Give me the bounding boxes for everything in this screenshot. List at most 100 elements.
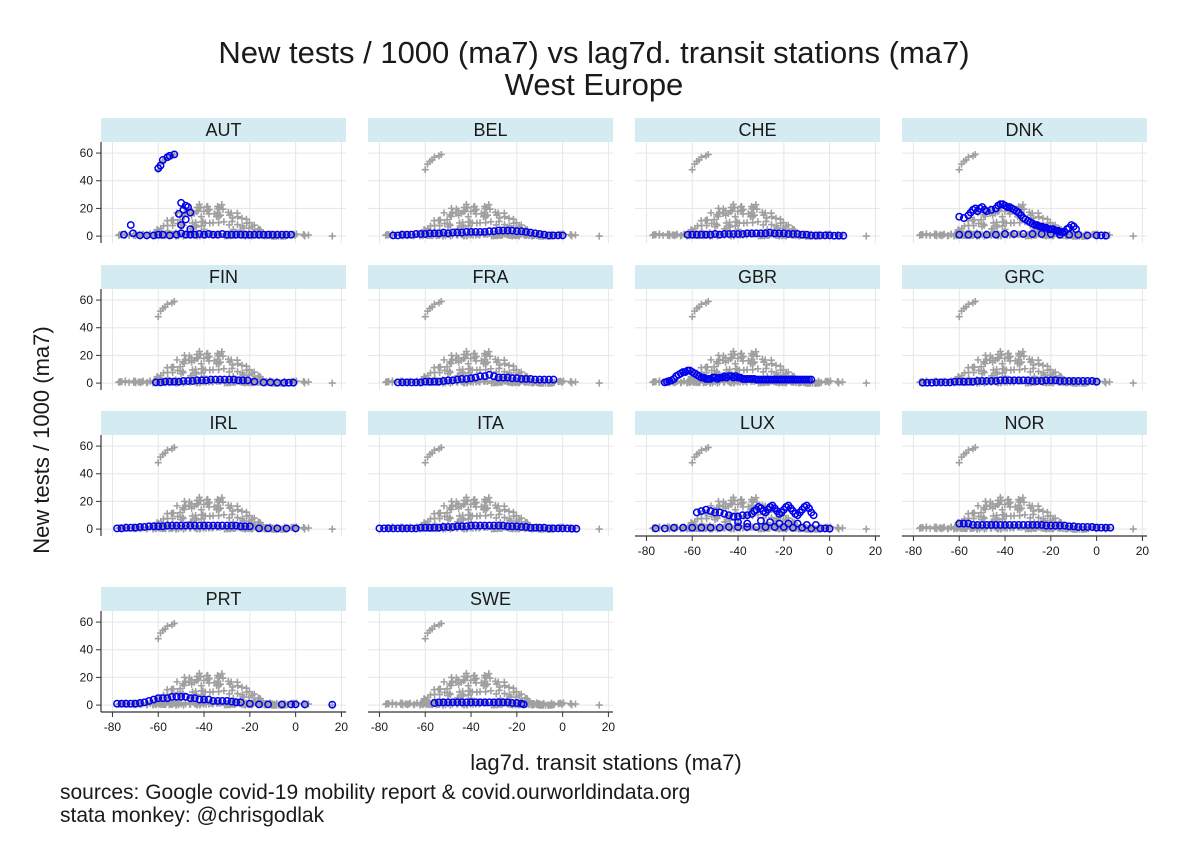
x-tick-label: 20	[869, 544, 883, 558]
highlight-point	[268, 230, 277, 239]
background-marker	[328, 232, 336, 240]
highlight-point	[1074, 377, 1083, 385]
background-marker	[1043, 215, 1051, 223]
highlight-point	[232, 230, 241, 239]
background-marker	[1001, 355, 1009, 363]
background-marker	[733, 218, 741, 226]
highlight-point	[489, 372, 498, 381]
highlight-point	[535, 375, 544, 384]
background-marker	[697, 300, 705, 308]
background-marker	[728, 207, 736, 215]
background-marker	[486, 352, 494, 360]
background-marker	[978, 223, 986, 231]
background-marker	[977, 216, 985, 224]
background-marker	[960, 230, 968, 238]
background-marker	[944, 232, 952, 240]
background-marker	[1019, 201, 1027, 209]
background-marker	[754, 365, 762, 373]
background-marker	[926, 231, 934, 239]
highlight-point	[177, 229, 186, 238]
background-marker	[567, 700, 575, 708]
panel-che: CHE	[635, 118, 880, 243]
highlight-point	[170, 150, 179, 159]
background-marker	[1049, 370, 1057, 378]
background-marker	[509, 362, 517, 370]
highlight-point	[119, 230, 128, 239]
background-marker	[485, 348, 493, 356]
background-marker	[467, 355, 475, 363]
y-tick-label: 0	[86, 522, 93, 536]
highlight-point	[476, 372, 485, 381]
background-marker	[568, 701, 576, 709]
panel-header	[368, 118, 613, 142]
highlight-point	[416, 230, 425, 238]
highlight-point	[213, 230, 222, 239]
background-marker	[710, 363, 718, 371]
highlight-point	[761, 229, 770, 238]
highlight-point	[149, 231, 158, 240]
background-marker	[487, 365, 495, 373]
panel-header	[902, 118, 1147, 142]
highlight-point	[398, 230, 407, 239]
highlight-point	[1051, 376, 1060, 385]
background-marker	[729, 347, 737, 355]
background-marker	[485, 201, 493, 209]
background-marker	[743, 366, 751, 374]
highlight-point	[165, 377, 174, 386]
y-tick-label: 60	[80, 439, 94, 453]
background-marker	[447, 351, 455, 359]
highlight-point	[531, 375, 540, 384]
background-marker	[981, 497, 989, 505]
background-marker	[1028, 356, 1036, 364]
background-marker	[822, 377, 830, 385]
background-marker	[300, 524, 308, 532]
background-marker	[955, 313, 963, 321]
highlight-point	[688, 230, 697, 239]
highlight-point	[549, 375, 558, 384]
y-tick-label: 20	[80, 670, 94, 684]
y-tick-label: 40	[80, 467, 94, 481]
highlight-point	[802, 230, 811, 239]
background-marker	[978, 231, 986, 239]
highlight-point	[1019, 376, 1028, 385]
background-marker	[708, 219, 716, 227]
highlight-point	[234, 376, 243, 385]
x-tick-label: -20	[241, 720, 259, 734]
background-marker	[1043, 362, 1051, 370]
background-marker	[219, 352, 227, 360]
highlight-point	[457, 228, 466, 237]
highlight-point	[503, 226, 512, 235]
background-marker	[711, 223, 719, 231]
background-marker	[225, 221, 233, 229]
background-marker	[728, 354, 736, 362]
highlight-point	[544, 231, 553, 240]
background-marker	[568, 379, 576, 387]
highlight-point	[393, 378, 402, 387]
y-tick-label: 60	[80, 293, 94, 307]
highlight-point	[287, 230, 295, 239]
highlight-point	[172, 230, 181, 239]
highlight-point	[489, 227, 498, 236]
panel-title: IRL	[209, 413, 237, 433]
highlight-point	[775, 229, 784, 238]
background-marker	[447, 204, 455, 212]
background-marker	[750, 211, 758, 219]
highlight-point	[724, 230, 733, 238]
background-marker	[421, 166, 429, 174]
background-marker	[834, 378, 842, 386]
y-tick-label: 0	[86, 698, 93, 712]
highlight-point	[1028, 230, 1037, 238]
panel-ita: ITA	[368, 411, 613, 536]
background-marker	[174, 366, 182, 374]
background-marker	[443, 216, 451, 224]
background-marker	[234, 506, 242, 514]
highlight-point	[941, 378, 950, 387]
background-marker	[568, 232, 576, 240]
highlight-point	[239, 376, 247, 385]
highlight-point	[129, 229, 138, 238]
background-marker	[487, 218, 495, 226]
background-marker	[714, 204, 722, 212]
